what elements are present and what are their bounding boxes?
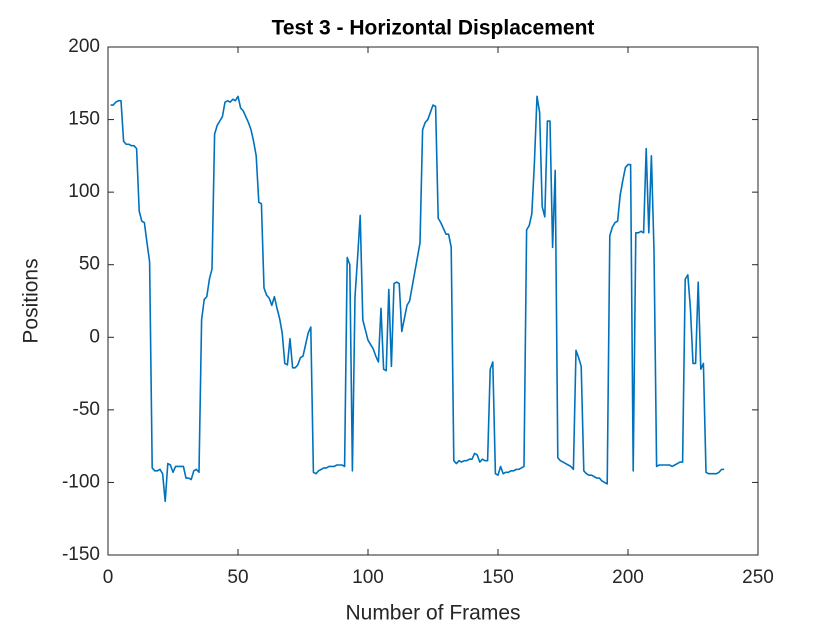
y-tick-label: -50 bbox=[73, 399, 100, 420]
x-tick-label: 250 bbox=[742, 567, 774, 588]
data-line bbox=[110, 95, 725, 503]
y-tick-label: -100 bbox=[62, 471, 100, 492]
chart-title: Test 3 - Horizontal Displacement bbox=[272, 17, 595, 40]
y-tick-label: 50 bbox=[79, 254, 100, 275]
y-tick-label: 200 bbox=[68, 36, 100, 57]
x-tick-label: 200 bbox=[612, 567, 644, 588]
x-tick-label: 100 bbox=[352, 567, 384, 588]
y-tick-label: 100 bbox=[68, 181, 100, 202]
y-tick-label: -150 bbox=[62, 544, 100, 565]
x-tick-label: 50 bbox=[227, 567, 248, 588]
y-tick-label: 0 bbox=[89, 326, 100, 347]
axes-box bbox=[107, 46, 759, 556]
x-axis-label: Number of Frames bbox=[345, 602, 520, 625]
y-tick-label: 150 bbox=[68, 109, 100, 130]
x-tick-label: 0 bbox=[103, 567, 114, 588]
y-axis-label: Positions bbox=[20, 258, 43, 343]
x-tick-label: 150 bbox=[482, 567, 514, 588]
